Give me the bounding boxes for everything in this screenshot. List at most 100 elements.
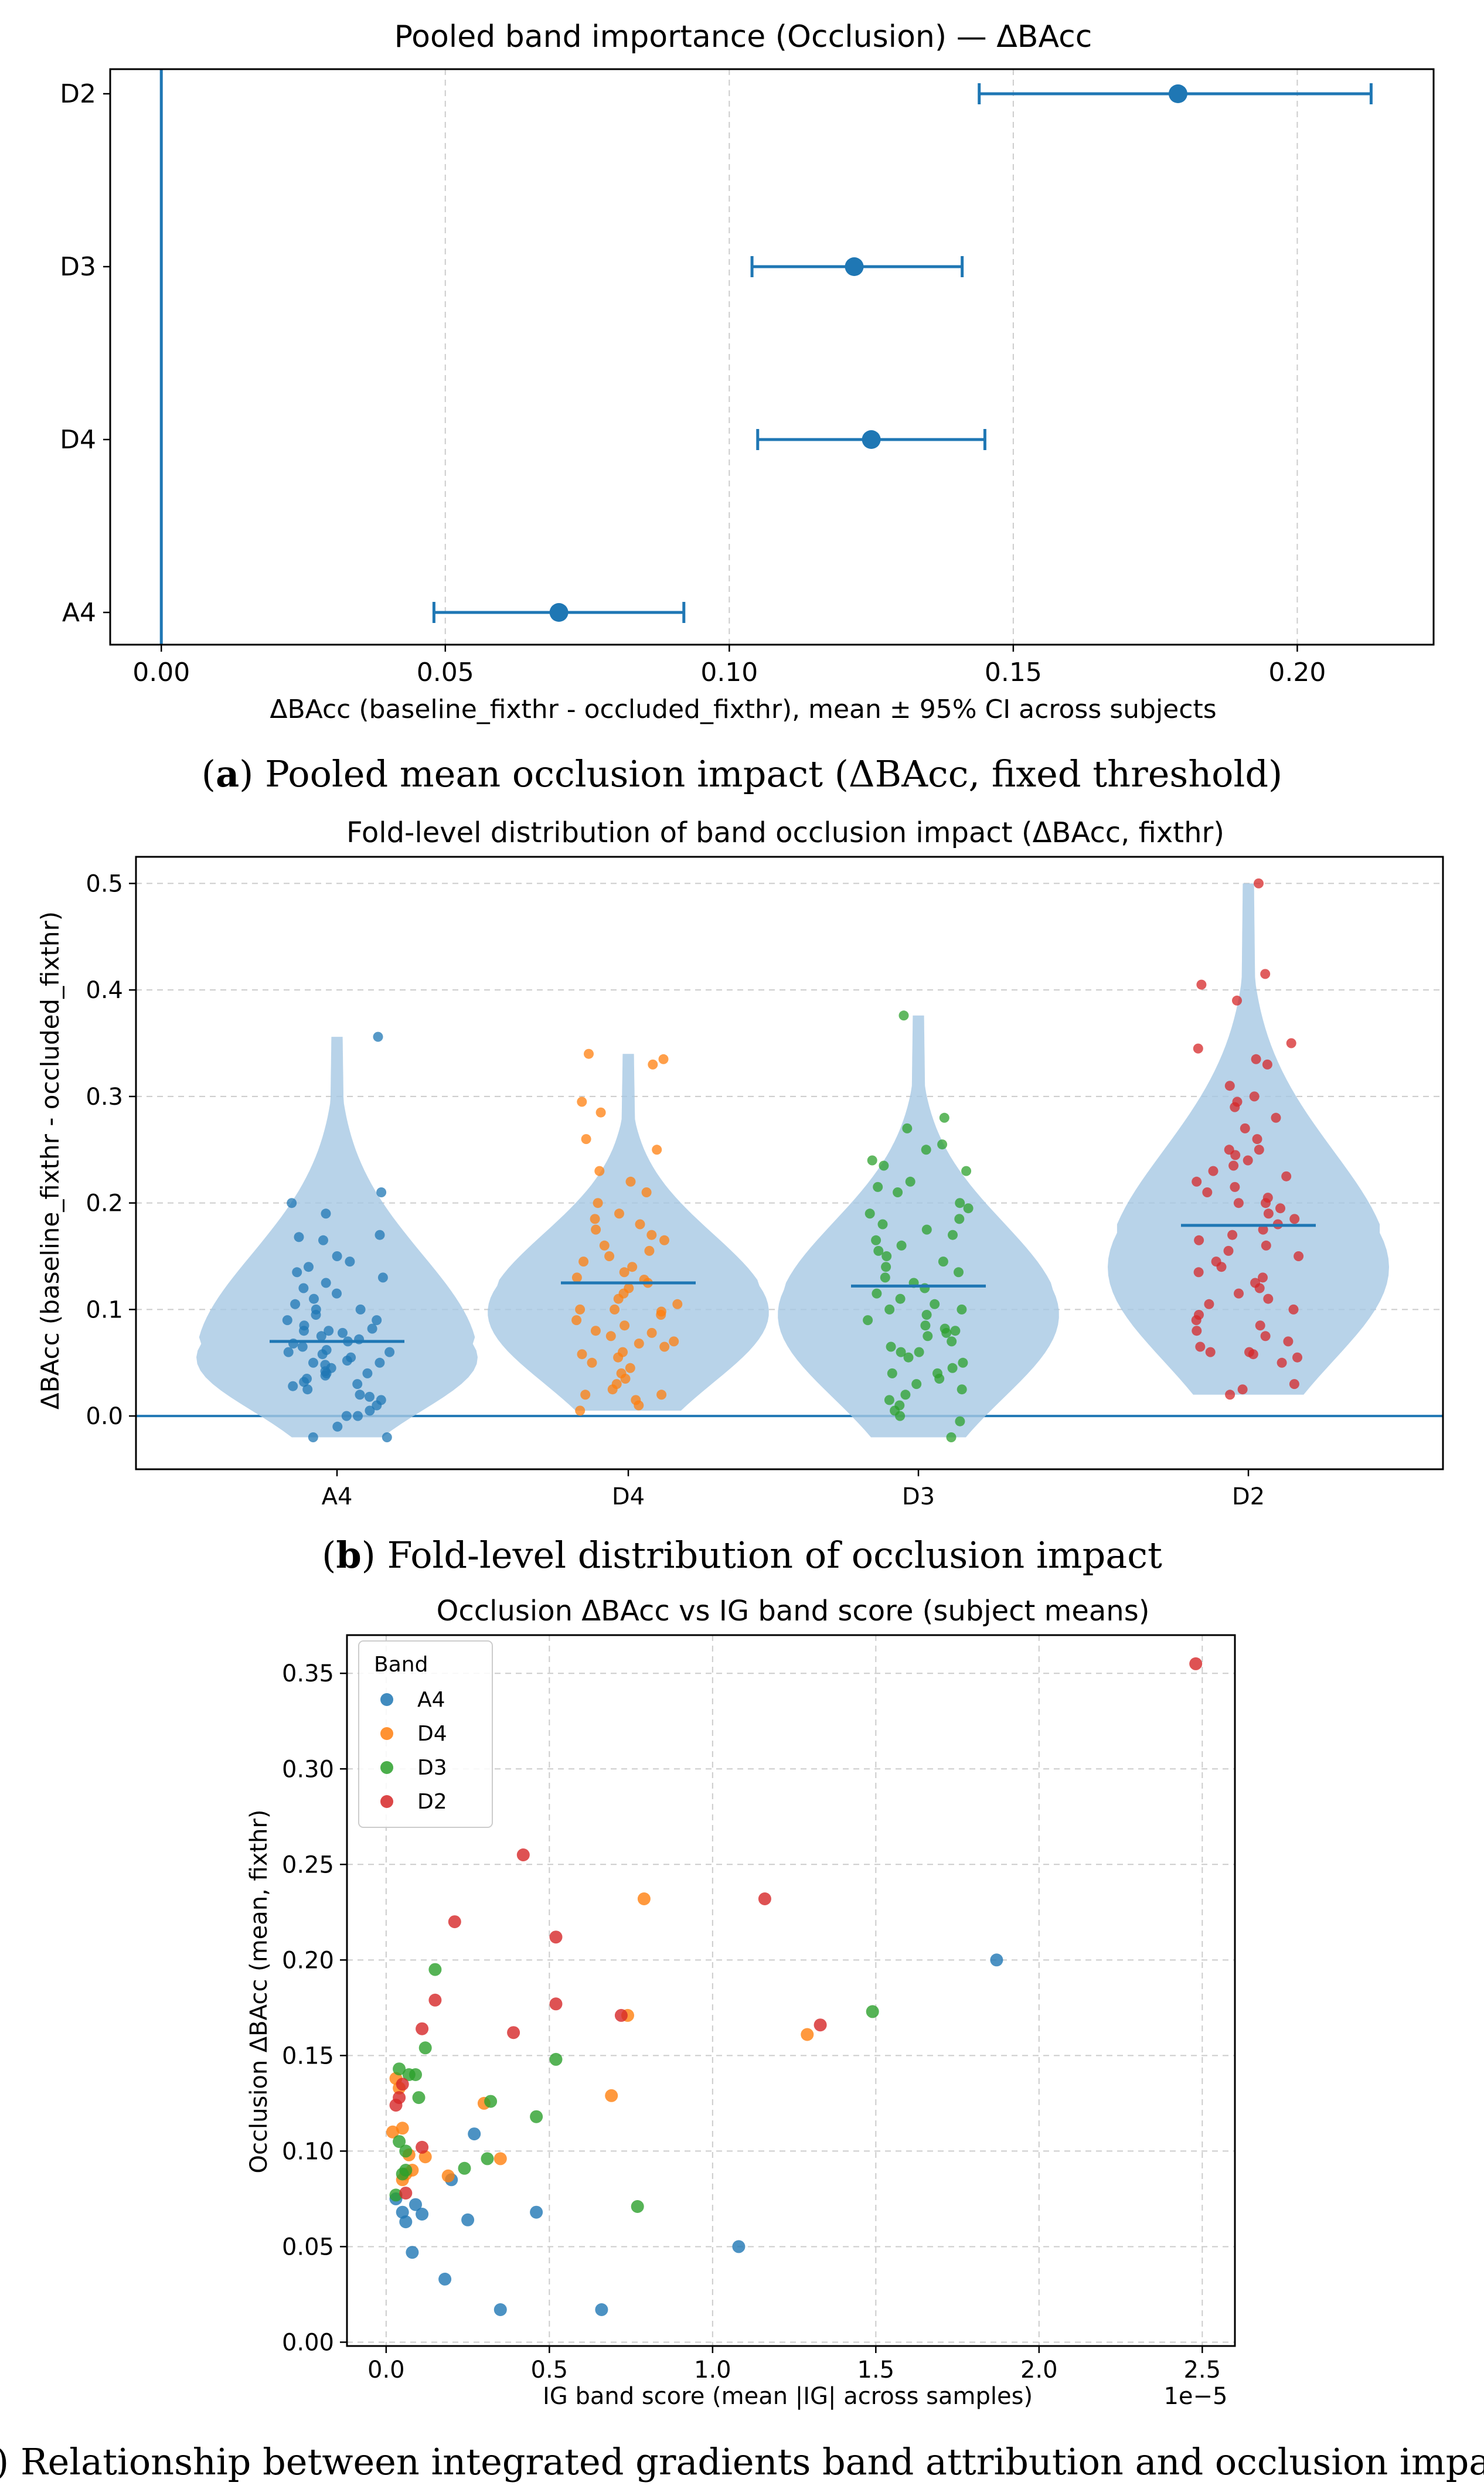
point-D3 xyxy=(902,1123,913,1133)
point-A4 xyxy=(320,1370,331,1381)
point-D3 xyxy=(939,1112,949,1123)
y-tick-label: 0.20 xyxy=(282,1947,334,1974)
point-D3 xyxy=(863,1315,873,1326)
point-D2 xyxy=(1192,1326,1202,1336)
point-D3 xyxy=(914,1347,924,1357)
panel-c-x-ticks: 0.0 0.5 1.0 1.5 2.0 2.5 xyxy=(367,2346,1221,2384)
point-A4 xyxy=(338,1327,348,1338)
violin-D4 xyxy=(488,1054,769,1411)
point-D2 xyxy=(1294,1251,1304,1261)
point-D4 xyxy=(581,1134,591,1145)
legend-marker-D4 xyxy=(380,1727,393,1740)
x-tick-label-D4: D4 xyxy=(612,1483,645,1510)
panel-c-points xyxy=(386,1657,1203,2316)
point-D2 xyxy=(1286,1038,1296,1048)
point-D4 xyxy=(386,2125,399,2139)
y-tick-label: 0.10 xyxy=(282,2138,334,2165)
point-D3 xyxy=(428,1963,442,1976)
point-D3 xyxy=(484,2095,498,2108)
point-D2 xyxy=(614,2008,628,2022)
point-A4 xyxy=(468,2127,481,2141)
point-D3 xyxy=(895,1293,906,1304)
point-D4 xyxy=(575,1405,586,1416)
point-A4 xyxy=(332,1421,343,1432)
point-D4 xyxy=(620,1374,631,1384)
point-D4 xyxy=(619,1267,629,1278)
panel-a-y-ticks: D2 D3 D4 A4 xyxy=(60,79,110,628)
point-D2 xyxy=(1251,1054,1261,1064)
legend-box xyxy=(358,1640,493,1828)
point-D4 xyxy=(656,1310,666,1320)
point-D4 xyxy=(571,1272,582,1283)
point-D3 xyxy=(905,1176,915,1187)
point-D3 xyxy=(886,1341,896,1352)
panel-a-grid xyxy=(161,69,1298,645)
point-D4 xyxy=(635,1219,645,1230)
panel-a-marks xyxy=(159,69,1373,645)
point-A4 xyxy=(290,1299,301,1309)
point-A4 xyxy=(299,1326,309,1336)
point-D4 xyxy=(637,1892,651,1905)
panel-b-title: Fold-level distribution of band occlusio… xyxy=(346,816,1224,849)
point-D4 xyxy=(441,2169,455,2182)
point-D3 xyxy=(941,1327,952,1338)
panel-a-caption-label: a xyxy=(216,753,239,795)
point-D3 xyxy=(911,1379,922,1390)
point-D3 xyxy=(961,1166,972,1176)
point-D2 xyxy=(1263,1293,1274,1304)
point-D2 xyxy=(448,1915,461,1929)
point-D2 xyxy=(396,2078,409,2091)
point-D3 xyxy=(871,1235,881,1245)
panel-a-frame xyxy=(109,68,1435,646)
x-tick-label: 0.15 xyxy=(985,658,1042,687)
panel-c-title: Occlusion ΔBAcc vs IG band score (subjec… xyxy=(437,1595,1150,1627)
point-D4 xyxy=(577,1349,587,1360)
point-A4 xyxy=(373,1031,383,1042)
point-A4 xyxy=(282,1315,292,1326)
point-D2 xyxy=(1230,1150,1241,1160)
point-A4 xyxy=(299,1377,309,1387)
point-D2 xyxy=(1193,1267,1204,1278)
panel-b-jitter-points xyxy=(282,878,1304,1442)
point-D2 xyxy=(416,2140,429,2154)
point-A4 xyxy=(352,1379,363,1390)
point-D2 xyxy=(1224,1081,1235,1091)
panel-c-x-scale-label: 1e−5 xyxy=(1163,2383,1227,2410)
y-tick-label: 0.05 xyxy=(282,2233,334,2260)
point-A4 xyxy=(396,2205,409,2219)
point-D4 xyxy=(590,1326,601,1336)
point-D4 xyxy=(620,1320,630,1331)
point-D3 xyxy=(880,1272,890,1283)
point-D2 xyxy=(1202,1187,1213,1197)
point-D2 xyxy=(1275,1203,1285,1214)
point-A4 xyxy=(304,1262,314,1272)
point-D3 xyxy=(896,1240,907,1251)
point-A4 xyxy=(595,2303,608,2316)
point-D4 xyxy=(610,1304,620,1315)
point-D3 xyxy=(937,1139,948,1150)
point-D2 xyxy=(1281,1171,1292,1181)
point-A4 xyxy=(461,2213,475,2226)
point-A4 xyxy=(345,1257,355,1267)
legend-marker-D3 xyxy=(380,1761,393,1774)
point-D2 xyxy=(1262,1059,1272,1070)
point-A4 xyxy=(283,1347,294,1357)
panel-b-x-ticks: A4 D4 D3 D2 xyxy=(322,1469,1265,1510)
point-D3 xyxy=(923,1331,933,1341)
point-D3 xyxy=(396,2167,409,2181)
point-D4 xyxy=(493,2152,507,2165)
point-D2 xyxy=(1260,1331,1271,1341)
legend-label-D2: D2 xyxy=(417,1790,447,1814)
point-D4 xyxy=(625,1363,635,1373)
point-A4 xyxy=(365,1391,375,1402)
y-tick-label: 0.3 xyxy=(86,1084,123,1111)
legend-label-A4: A4 xyxy=(417,1688,445,1712)
panel-b-caption: (b) Fold-level distribution of occlusion… xyxy=(322,1534,1162,1577)
y-tick-label-D2: D2 xyxy=(60,79,96,109)
panel-a-x-label: ΔBAcc (baseline_fixthr - occluded_fixthr… xyxy=(270,694,1216,724)
point-D4 xyxy=(593,1198,603,1208)
point-A4 xyxy=(332,1288,342,1299)
point-D3 xyxy=(867,1155,877,1166)
point-D3 xyxy=(934,1374,945,1384)
point-D2 xyxy=(1208,1166,1218,1176)
